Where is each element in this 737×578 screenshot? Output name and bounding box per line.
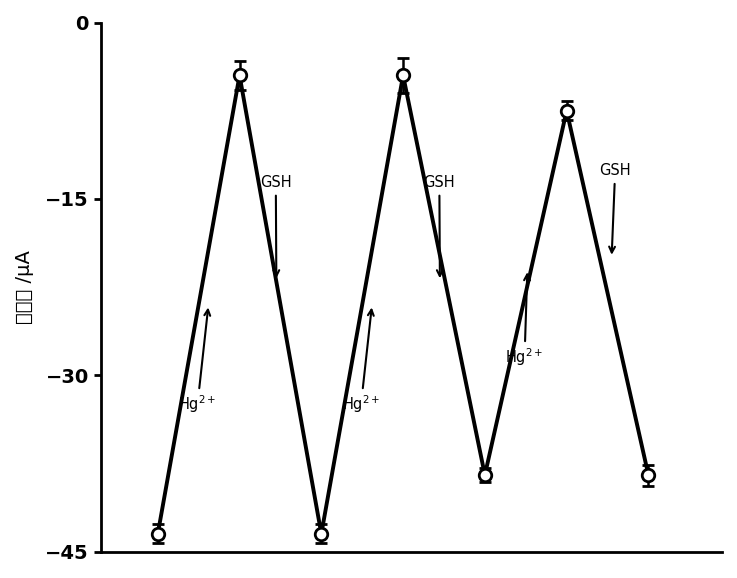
Text: Hg$^{2+}$: Hg$^{2+}$ bbox=[506, 275, 544, 368]
Text: Hg$^{2+}$: Hg$^{2+}$ bbox=[342, 310, 380, 416]
Y-axis label: 峰电流 /μA: 峰电流 /μA bbox=[15, 250, 34, 324]
Text: Hg$^{2+}$: Hg$^{2+}$ bbox=[178, 310, 217, 416]
Text: GSH: GSH bbox=[260, 175, 292, 276]
Text: GSH: GSH bbox=[599, 164, 631, 253]
Text: GSH: GSH bbox=[424, 175, 455, 276]
